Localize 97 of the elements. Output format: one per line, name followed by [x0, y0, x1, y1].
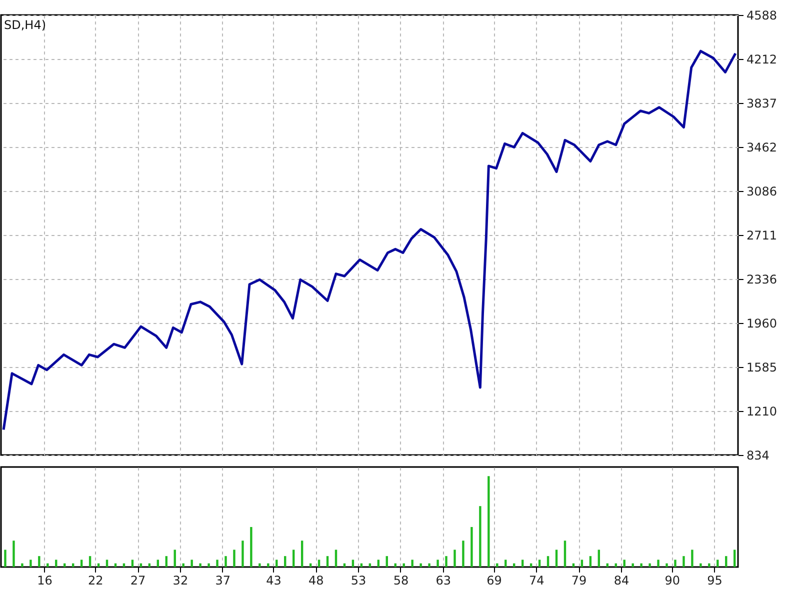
y-tick-label: 834 [746, 448, 770, 462]
bar [174, 550, 176, 567]
x-tick-label: 53 [350, 574, 366, 588]
x-tick-label: 74 [529, 574, 544, 588]
bar [318, 560, 320, 567]
bar [700, 563, 702, 567]
bar [436, 560, 439, 567]
bar [648, 563, 651, 567]
bar [334, 550, 338, 567]
x-tick-label: 69 [486, 574, 502, 588]
bar [521, 560, 524, 567]
x-tick-label: 16 [37, 574, 52, 588]
y-tick-label: 4588 [746, 8, 778, 22]
x-tick-label: 37 [215, 574, 230, 588]
bar [725, 556, 728, 567]
bar [589, 556, 592, 567]
bar [216, 560, 218, 567]
bar [224, 556, 227, 567]
y-tick-label: 1210 [746, 404, 778, 418]
bar [131, 560, 134, 567]
bar [284, 556, 286, 567]
bar [402, 563, 405, 567]
x-tick-label: 27 [130, 574, 146, 588]
bar [470, 527, 473, 567]
bar [190, 560, 193, 567]
bar [106, 560, 108, 567]
bar [165, 556, 168, 567]
bar [21, 563, 24, 567]
x-tick-label: 84 [614, 574, 630, 588]
x-tick-label: 32 [172, 574, 188, 588]
x-tick-label: 79 [571, 574, 587, 588]
bar [640, 563, 642, 567]
bar [38, 556, 40, 567]
bar [182, 563, 184, 567]
bar [377, 560, 380, 567]
y-tick-label: 3462 [746, 140, 778, 154]
bar [632, 563, 634, 567]
bar [488, 476, 490, 567]
bar [292, 550, 295, 567]
bar [267, 563, 270, 567]
x-tick-label: 63 [436, 574, 451, 588]
bar [80, 560, 83, 567]
bar [88, 556, 92, 567]
bar [352, 560, 354, 567]
bar [666, 563, 668, 567]
bar [12, 540, 15, 567]
bar [4, 550, 6, 567]
bar [564, 540, 566, 567]
bar [462, 540, 464, 567]
bar [708, 563, 710, 567]
bar [454, 550, 456, 567]
bar [420, 563, 422, 567]
bar [682, 556, 685, 567]
bar [250, 527, 252, 567]
bar [199, 563, 202, 567]
bar [504, 560, 507, 567]
y-tick-label: 1585 [746, 360, 778, 374]
bar [657, 560, 660, 567]
bar [691, 550, 694, 567]
bar [411, 560, 414, 567]
bar [479, 506, 482, 567]
bar [598, 550, 600, 567]
bar [242, 540, 244, 567]
bar [30, 560, 32, 567]
bar [428, 563, 430, 567]
y-tick-label: 3086 [746, 184, 778, 199]
bar [208, 563, 210, 567]
bar [258, 563, 261, 567]
bar [580, 560, 584, 567]
y-tick-label: 2711 [746, 228, 778, 242]
annotation: SD,H4) [4, 18, 46, 32]
bar [716, 560, 719, 567]
bar [386, 556, 388, 567]
x-tick-label: 22 [88, 574, 104, 588]
bar [233, 550, 236, 567]
bar [674, 560, 676, 567]
line-series [2, 50, 737, 431]
bar [326, 556, 329, 567]
x-tick-label: 48 [308, 574, 324, 588]
bar [555, 550, 558, 567]
x-tick-label: 43 [266, 574, 282, 588]
bar [734, 550, 736, 567]
x-tick-label: 58 [393, 574, 409, 588]
y-tick-label: 4212 [746, 52, 778, 67]
x-tick-label: 90 [664, 574, 680, 588]
y-tick-label: 3837 [746, 96, 778, 111]
y-tick-label: 1960 [746, 316, 778, 331]
bar [538, 560, 541, 567]
x-tick-label: 95 [707, 574, 722, 588]
bar [623, 560, 626, 567]
bar [300, 540, 304, 567]
bar [276, 560, 278, 567]
bar [546, 556, 550, 567]
y-tick-label: 2336 [746, 272, 778, 286]
bar [156, 560, 159, 567]
bar [55, 560, 58, 567]
bar [445, 556, 448, 567]
